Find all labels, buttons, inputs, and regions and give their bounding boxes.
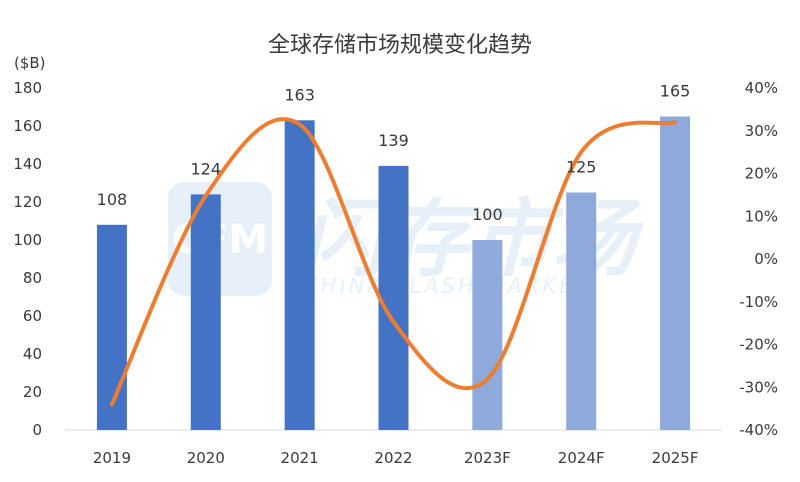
bar-value-label: 124 — [191, 159, 222, 178]
x-tick-label: 2020 — [187, 449, 225, 467]
bar-2019 — [96, 224, 127, 430]
x-tick-label: 2025F — [652, 449, 699, 467]
bar-value-label: 100 — [472, 205, 503, 224]
growth-rate-line — [109, 117, 678, 407]
y-tick-label: 0 — [32, 421, 42, 439]
y2-tick-label: 0% — [754, 250, 778, 268]
bar-value-label: 165 — [660, 82, 691, 101]
y2-tick-label: 40% — [745, 79, 778, 97]
y-tick-label: 80 — [23, 269, 42, 287]
bar-2022 — [378, 165, 409, 430]
y-axis-unit-label: ($B) — [14, 54, 46, 72]
x-tick-label: 2024F — [558, 449, 605, 467]
bar-data-labels: 108 124 163 139 100 125 165 — [97, 82, 691, 225]
chart-title: 全球存储市场规模变化趋势 — [268, 33, 532, 58]
x-tick-label: 2021 — [281, 449, 319, 467]
y-tick-label: 140 — [13, 155, 42, 173]
y-axis-left: 0 20 40 60 80 100 120 140 160 180 — [13, 79, 42, 439]
y2-tick-label: -20% — [739, 336, 778, 354]
y2-tick-label: -30% — [739, 378, 778, 396]
y2-tick-label: 20% — [745, 165, 778, 183]
y2-tick-label: 10% — [745, 207, 778, 225]
bar-2020 — [190, 194, 221, 430]
y-tick-label: 160 — [13, 117, 42, 135]
y-axis-right: -40% -30% -20% -10% 0% 10% 20% 30% 40% — [739, 79, 778, 439]
bar-series — [96, 116, 691, 431]
y2-tick-label: 30% — [745, 122, 778, 140]
bar-2021 — [284, 120, 315, 431]
y-tick-label: 100 — [13, 231, 42, 249]
bar-2024F — [566, 192, 597, 430]
x-tick-label: 2023F — [464, 449, 511, 467]
bar-value-label: 108 — [97, 190, 128, 209]
watermark-en-text: CHINA FLASH MARKET — [303, 274, 591, 298]
y-tick-label: 180 — [13, 79, 42, 97]
y-tick-label: 20 — [23, 383, 42, 401]
bar-value-label: 139 — [378, 131, 409, 150]
y2-tick-label: -40% — [739, 421, 778, 439]
bar-value-label: 163 — [284, 85, 315, 104]
line-series — [109, 117, 678, 407]
y-tick-label: 60 — [23, 307, 42, 325]
y-tick-label: 40 — [23, 345, 42, 363]
y2-tick-label: -10% — [739, 293, 778, 311]
bar-value-label: 125 — [566, 158, 597, 177]
bar-2023F — [472, 240, 503, 430]
bar-2025F — [660, 116, 691, 430]
x-tick-label: 2022 — [374, 449, 412, 467]
y-tick-label: 120 — [13, 193, 42, 211]
x-tick-label: 2019 — [93, 449, 131, 467]
x-axis: 2019 2020 2021 2022 2023F 2024F 2025F — [93, 449, 699, 467]
